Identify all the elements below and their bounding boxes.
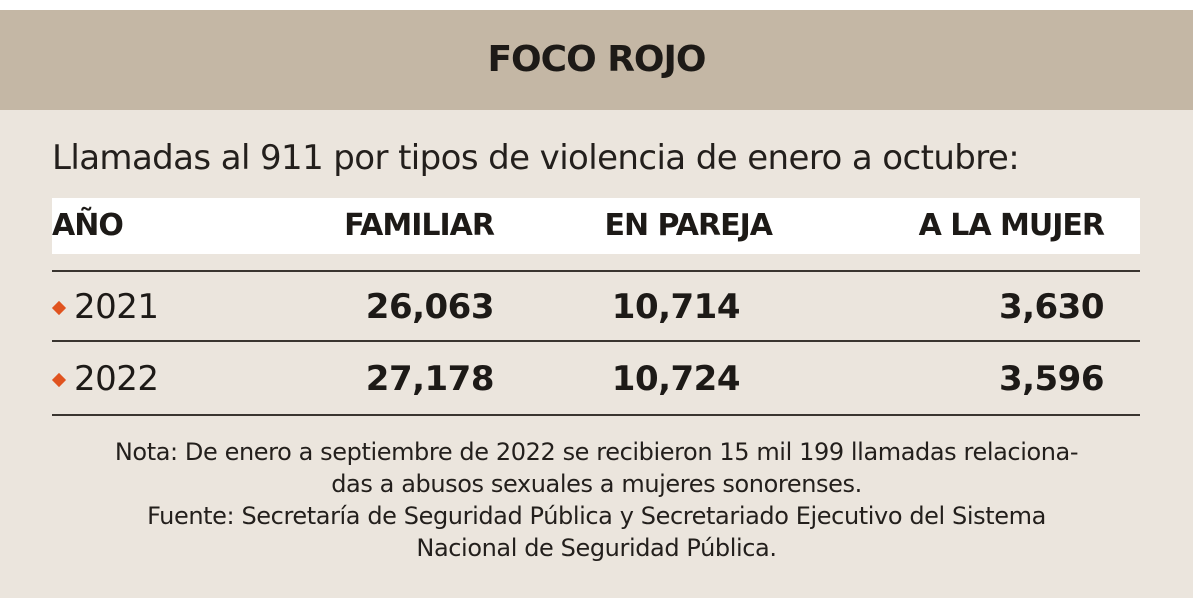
table-row: 2021 26,063 10,714 3,630 xyxy=(51,274,1140,340)
note-text: Nota: De enero a septiembre de 2022 se r… xyxy=(114,438,1079,466)
cell-pareja: 10,724 xyxy=(611,359,741,399)
cell-familiar: 26,063 xyxy=(365,287,495,327)
table-top-rule xyxy=(52,270,1140,272)
source-text-continued: Nacional de Seguridad Pública. xyxy=(416,534,777,562)
cell-familiar: 27,178 xyxy=(365,359,495,399)
infographic-card: FOCO ROJO Llamadas al 911 por tipos de v… xyxy=(0,10,1193,598)
table-bottom-rule xyxy=(52,414,1140,416)
cell-mujer: 3,596 xyxy=(998,359,1105,399)
cell-mujer: 3,630 xyxy=(998,287,1105,327)
note-text-continued: das a abusos sexuales a mujeres sonorens… xyxy=(331,470,862,498)
column-header-familiar: FAMILIAR xyxy=(344,208,495,243)
footnote: Nota: De enero a septiembre de 2022 se r… xyxy=(30,436,1163,564)
source-text: Fuente: Secretaría de Seguridad Pública … xyxy=(147,502,1046,530)
cell-pareja: 10,714 xyxy=(611,287,741,327)
cell-year: 2022 xyxy=(74,359,159,399)
orange-diamond-icon xyxy=(51,372,67,388)
column-header-mujer: A LA MUJER xyxy=(918,208,1105,243)
table-header: AÑO FAMILIAR EN PAREJA A LA MUJER xyxy=(52,198,1140,254)
header-title: FOCO ROJO xyxy=(487,39,706,80)
table-row-rule xyxy=(52,340,1140,342)
column-header-year: AÑO xyxy=(52,208,124,243)
table-row: 2022 27,178 10,724 3,596 xyxy=(51,346,1140,412)
column-header-pareja: EN PAREJA xyxy=(604,208,773,243)
header-band: FOCO ROJO xyxy=(0,10,1193,110)
orange-diamond-icon xyxy=(51,300,67,316)
subtitle: Llamadas al 911 por tipos de violencia d… xyxy=(52,138,1020,178)
cell-year: 2021 xyxy=(74,287,159,327)
